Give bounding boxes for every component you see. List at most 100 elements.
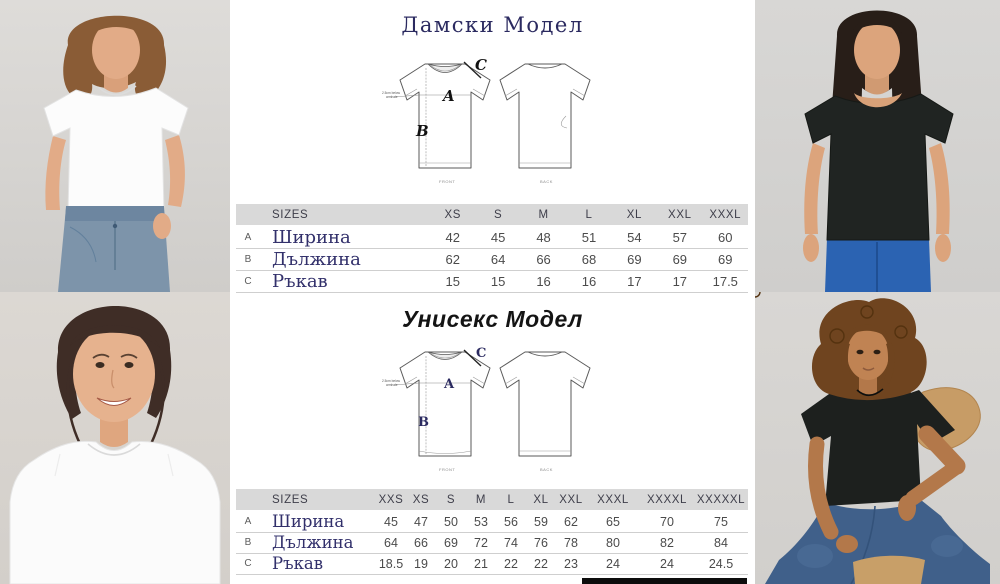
- cell-value: 21: [474, 556, 488, 571]
- cell-value: 69: [627, 252, 642, 267]
- cell-value: 75: [714, 514, 728, 529]
- face: [73, 326, 155, 422]
- photo-woman-black-tshirt-illustration: [755, 0, 1000, 292]
- cell-value: 74: [504, 535, 518, 550]
- curl-detail: [860, 305, 874, 319]
- measure-letter-a: A: [441, 87, 455, 105]
- photo-woman-white-tshirt-standing: [0, 0, 230, 292]
- unisex-table-header-row: SIZES XXS XS S M L XL XXL XXXL XXXXL XXX…: [236, 489, 748, 511]
- nose: [111, 369, 115, 389]
- size-col-s: S: [446, 493, 456, 506]
- hair-front: [847, 324, 889, 340]
- left-arm: [808, 436, 839, 540]
- tshirt-collar: [97, 85, 137, 96]
- cell-value: 16: [581, 274, 597, 289]
- size-col-m: M: [475, 493, 487, 506]
- cell-value: 24: [606, 556, 620, 571]
- left-hand: [836, 535, 858, 553]
- hair-side-left: [841, 342, 852, 384]
- measure-letter-b: B: [418, 415, 429, 430]
- size-col-xl: XL: [626, 208, 643, 221]
- black-tshirt: [801, 390, 955, 506]
- table-row-sleeve: C Ръкав 15 15 16 16 17 17 17.5: [236, 271, 748, 293]
- unisex-tshirt-diagram: A B C 2.5cm below armhole FRONT BACK: [382, 346, 591, 472]
- jeans-pocket-left: [69, 226, 97, 263]
- smile: [96, 397, 132, 406]
- tshirt-collar: [87, 443, 141, 456]
- table-row-length: B Дължина 64 66 69 72 74 76 78 80 82 84: [236, 532, 748, 553]
- cell-value: 15: [445, 274, 460, 289]
- women-section-title: Дамски Модел: [401, 13, 584, 37]
- eyebrow-right: [120, 353, 138, 359]
- row-label: Ширина: [272, 227, 351, 248]
- cell-value: 69: [672, 252, 688, 267]
- row-letter: A: [244, 516, 252, 528]
- size-col-s: S: [493, 208, 503, 221]
- jeans-waistband: [65, 206, 165, 221]
- size-col-m: M: [538, 208, 549, 221]
- knee-highlight-left: [797, 544, 833, 568]
- sizes-header: SIZES: [272, 493, 309, 506]
- mouth: [862, 367, 875, 371]
- cell-value: 78: [564, 535, 578, 550]
- left-arm: [45, 136, 66, 210]
- size-col-xs: XS: [412, 493, 430, 506]
- armhole-annotation-line1: 2.5cm below: [382, 379, 401, 383]
- size-col-xxxxl: XXXXL: [646, 493, 688, 506]
- man-figure: [755, 292, 990, 584]
- photo-woman-black-tshirt-standing: [755, 0, 1000, 292]
- cell-value: 69: [718, 252, 733, 267]
- row-letter: B: [244, 537, 252, 548]
- size-col-l: L: [585, 208, 593, 221]
- front-label: FRONT: [439, 179, 455, 184]
- cell-value: 48: [536, 230, 551, 245]
- size-col-xl: XL: [533, 493, 549, 506]
- armhole-annotation-line2: armhole: [386, 383, 398, 387]
- neck: [859, 376, 877, 395]
- neck: [100, 414, 128, 447]
- shoulder-seam-right: [167, 453, 174, 477]
- eye-left: [95, 362, 105, 368]
- size-col-xxs: XXS: [378, 493, 404, 506]
- row-letter: C: [244, 558, 252, 569]
- cell-value: 47: [414, 514, 428, 529]
- armhole-annotation-line2: armhole: [386, 95, 398, 99]
- photo-woman-white-tshirt-illustration: [0, 0, 230, 292]
- right-upper-arm: [918, 425, 966, 475]
- cell-value: 68: [581, 252, 597, 267]
- cell-value: 45: [490, 230, 506, 245]
- knee-highlight-right: [931, 535, 963, 557]
- cell-value: 62: [445, 252, 460, 267]
- women-tshirt-diagram: A B C 2.5cm below armhole FRONT BACK: [382, 56, 591, 184]
- women-size-table: SIZES XS S M L XL XXL XXXL A Ширина 42 4…: [236, 204, 748, 293]
- shoulder-seam-left: [54, 453, 61, 477]
- size-col-xxl: XXL: [559, 493, 583, 506]
- front-label: FRONT: [439, 467, 455, 472]
- hair-fringe: [90, 18, 144, 36]
- cell-value: 64: [384, 535, 398, 550]
- cell-value: 15: [490, 274, 506, 289]
- face: [92, 21, 140, 79]
- scoop-neckline: [854, 93, 902, 108]
- cell-value: 66: [536, 252, 551, 267]
- armhole-annotation-line1: 2.5cm below: [382, 91, 401, 95]
- measure-letter-a: A: [443, 377, 455, 392]
- right-hand: [935, 234, 951, 262]
- cell-value: 17: [627, 274, 642, 289]
- woman-figure: [803, 10, 954, 292]
- measure-letter-c: C: [476, 346, 486, 361]
- face: [847, 328, 889, 380]
- women-table-header-row: SIZES XS S M L XL XXL XXXL: [236, 204, 748, 226]
- hair-top: [852, 17, 902, 34]
- cell-value: 65: [606, 514, 620, 529]
- cell-value: 19: [414, 556, 428, 571]
- tshirt-front-drawing: A B C 2.5cm below armhole FRONT: [382, 56, 491, 184]
- cell-value: 70: [660, 514, 674, 529]
- bottom-black-bar: [582, 578, 747, 584]
- cell-value: 66: [414, 535, 428, 550]
- eye-left: [856, 349, 864, 355]
- cell-value: 82: [660, 535, 674, 550]
- cell-value: 24.5: [708, 556, 734, 571]
- cell-value: 45: [384, 514, 398, 529]
